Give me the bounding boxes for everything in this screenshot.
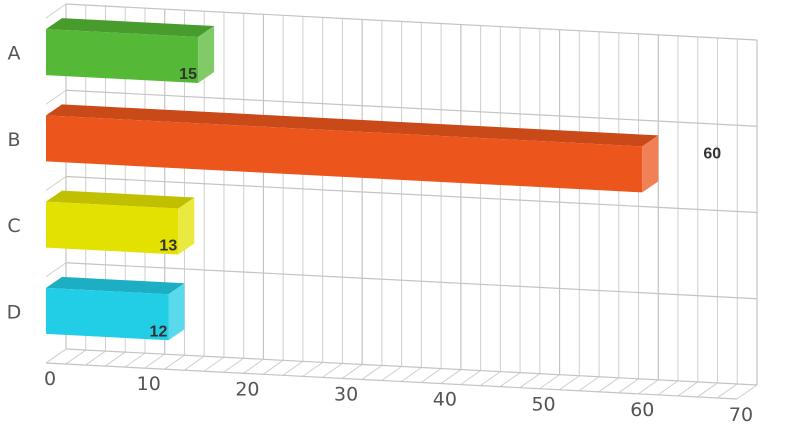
floor-line (578, 376, 600, 392)
data-label: 15 (179, 66, 197, 83)
side-wall-line (45, 89, 67, 105)
floor-line (460, 370, 481, 386)
x-tick-label: 40 (433, 389, 457, 411)
side-wall-line (45, 176, 67, 191)
data-label: 60 (703, 145, 721, 162)
floor-line (381, 366, 402, 381)
floor-line (736, 384, 758, 400)
floor-line (164, 354, 185, 370)
bar-D (46, 276, 185, 341)
floor-line (341, 364, 363, 379)
x-tick-label: 50 (531, 394, 555, 416)
bar-front-face (46, 201, 179, 255)
grid-line-y (65, 89, 758, 127)
bar-end-face (168, 283, 185, 341)
floor-line (716, 383, 738, 399)
chart-grid (45, 3, 758, 400)
floor-line (637, 379, 659, 395)
floor-line (618, 378, 639, 394)
bar-end-face (642, 135, 659, 193)
floor-line (183, 355, 205, 371)
bar-top-face (46, 104, 659, 147)
bar-end-face (178, 197, 195, 255)
bar-B (46, 104, 659, 193)
floor-line (85, 350, 106, 366)
grid-line-y (65, 175, 758, 214)
bar-top-face (46, 18, 215, 37)
floor-line (282, 360, 304, 376)
x-tick-label: 20 (235, 378, 259, 400)
floor-line (104, 351, 126, 367)
floor-line (598, 377, 620, 393)
floor-line (499, 372, 521, 388)
bar-front-face (46, 29, 199, 84)
bar-front-face (46, 115, 643, 193)
floor-line (361, 365, 383, 380)
floor-line (697, 382, 718, 398)
data-label: 12 (150, 323, 168, 340)
bar-top-face (46, 190, 195, 209)
bar-C (46, 190, 195, 255)
floor-line (144, 353, 166, 369)
floor-line (262, 359, 284, 375)
chart-labels: A 15 B 60 C 13 D 12 0 10 20 30 40 50 60 70 (7, 43, 753, 426)
floor-line (539, 374, 560, 390)
floor-line (223, 357, 244, 373)
side-wall-line (45, 348, 67, 364)
grid-line-y (65, 348, 758, 386)
category-label: B (7, 129, 20, 151)
x-tick-label: 60 (630, 399, 654, 421)
floor-line (657, 380, 679, 396)
floor-front-edge (45, 362, 738, 400)
grid-line-y (65, 262, 758, 300)
x-tick-label: 10 (137, 373, 161, 395)
chart-bars (46, 18, 659, 341)
floor-line (302, 361, 323, 377)
floor-line (322, 362, 343, 378)
bar-end-face (198, 26, 215, 83)
side-wall-line (45, 262, 67, 278)
floor-line (559, 375, 580, 391)
floor-line (243, 358, 264, 374)
floor-line (480, 371, 501, 387)
category-label: D (7, 301, 22, 323)
bar-front-face (46, 287, 169, 341)
bar-A (46, 18, 215, 84)
data-label: 13 (159, 238, 177, 255)
grid-line-y (65, 3, 758, 41)
category-label: A (8, 43, 21, 65)
floor-line (677, 381, 699, 397)
x-tick-label: 30 (334, 383, 358, 405)
floor-line (420, 368, 442, 383)
floor-line (401, 367, 422, 382)
floor-line (124, 352, 146, 368)
side-wall-line (45, 3, 67, 19)
floor-line (65, 349, 87, 365)
category-label: C (7, 215, 20, 237)
x-tick-label: 70 (729, 404, 753, 426)
x-tick-label: 0 (44, 368, 56, 390)
floor-line (203, 356, 225, 372)
bar-top-face (46, 276, 185, 295)
floor-line (519, 373, 541, 389)
floor-line (440, 369, 462, 384)
